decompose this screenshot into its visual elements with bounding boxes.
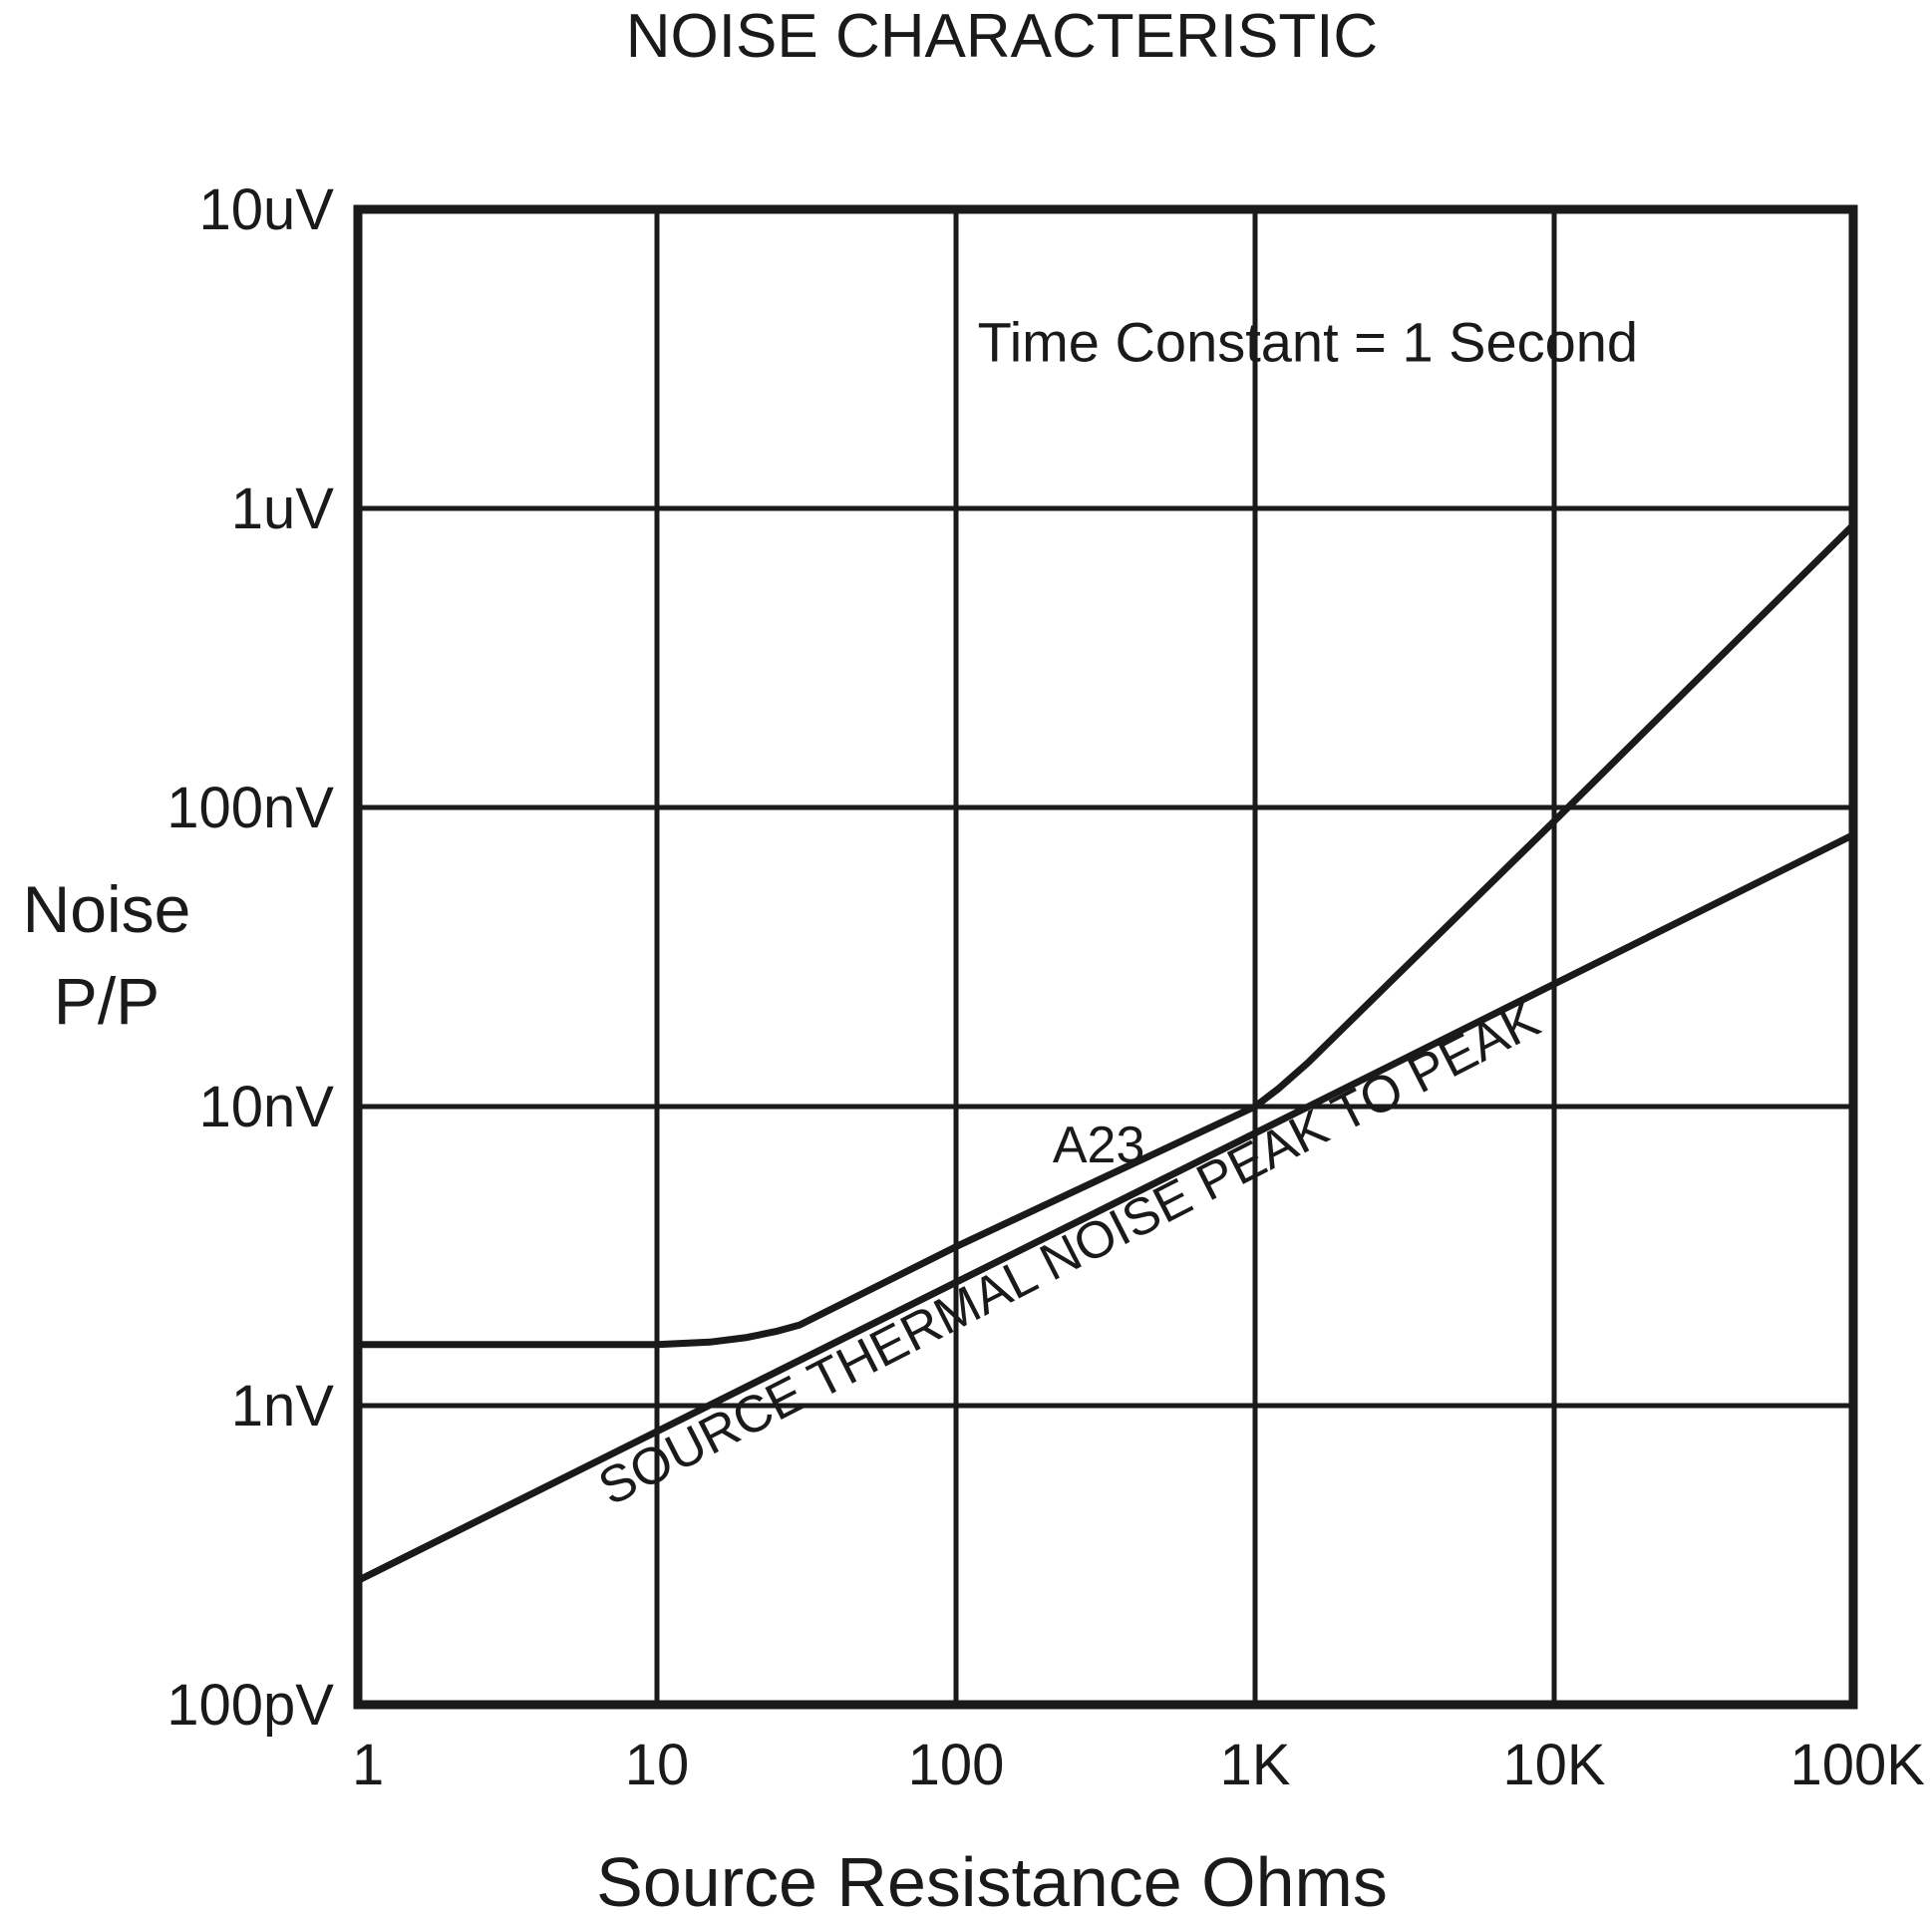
plot-frame [353,204,1858,1710]
y-tick-label-100pv: 100pV [166,1673,334,1738]
annotation-a23: A23 [1053,1117,1145,1174]
x-axis-label: Source Resistance Ohms [596,1843,1388,1920]
x-tick-label-10: 10 [625,1733,690,1797]
series-line-source-thermal-noise [356,831,1855,1584]
series-layer [356,522,1856,1584]
y-axis-label-line-1: Noise [23,872,191,946]
annotation-thermal-noise: SOURCE THERMAL NOISE PEAK TO PEAK [590,990,1549,1516]
y-tick-label-10uv: 10uV [199,177,335,242]
y-axis-label-line-2: P/P [54,964,160,1038]
annotation-time-constant: Time Constant = 1 Second [978,311,1639,374]
series-line-a23 [358,522,1856,1349]
x-tick-label-1: 1 [352,1733,384,1797]
x-tick-labels: 1 10 100 1K 10K 100K [352,1733,1925,1797]
chart-title: NOISE CHARACTERISTIC [626,2,1378,71]
x-tick-label-1k: 1K [1220,1733,1291,1797]
y-tick-labels: 100pV 1nV 10nV 100nV 1uV 10uV [166,177,334,1738]
x-tick-label-100k: 100K [1790,1733,1926,1797]
y-tick-label-100nv: 100nV [166,776,334,840]
y-tick-label-10nv: 10nV [199,1075,335,1139]
y-tick-label-1uv: 1uV [231,477,335,541]
x-tick-label-10k: 10K [1502,1733,1606,1797]
x-tick-label-100: 100 [908,1733,1005,1797]
grid [358,209,1853,1705]
y-tick-label-1nv: 1nV [231,1374,335,1439]
